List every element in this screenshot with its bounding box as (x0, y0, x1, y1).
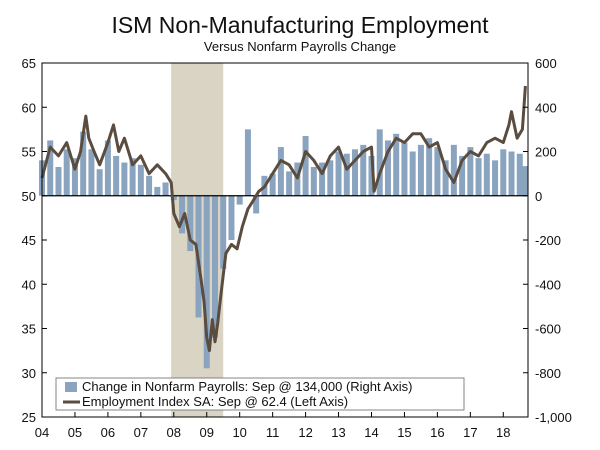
payrolls-bar-7 (96, 169, 103, 196)
payrolls-bar-56 (500, 149, 507, 196)
x-tick-label-2: 06 (101, 425, 115, 440)
payrolls-bar-41 (376, 129, 383, 196)
x-tick-label-6: 10 (232, 425, 246, 440)
payrolls-bar-4 (71, 158, 78, 196)
payrolls-bar-54 (483, 153, 490, 196)
payrolls-bar-52 (467, 147, 474, 196)
payrolls-bar-49 (442, 160, 449, 196)
payrolls-bar-21 (211, 195, 218, 338)
payrolls-bar-46 (417, 144, 424, 196)
right-tick-label-4: -200 (535, 233, 561, 248)
payrolls-bar-38 (352, 149, 359, 196)
payrolls-bar-20 (203, 195, 210, 369)
x-tick-label-7: 11 (266, 425, 280, 440)
payrolls-bar-55 (492, 160, 499, 196)
payrolls-bar-18 (187, 195, 194, 252)
x-tick-label-4: 08 (167, 425, 181, 440)
right-tick-label-3: -400 (535, 277, 561, 292)
payrolls-bar-42 (384, 140, 391, 196)
x-tick-label-9: 13 (331, 425, 345, 440)
x-tick-label-8: 12 (298, 425, 312, 440)
x-tick-label-5: 09 (200, 425, 214, 440)
left-tick-label-4: 45 (22, 233, 36, 248)
payrolls-bar-2 (55, 166, 62, 196)
payrolls-bar-53 (475, 158, 482, 196)
x-tick-label-0: 04 (35, 425, 49, 440)
payrolls-bar-9 (113, 155, 120, 196)
payrolls-bar-48 (434, 147, 441, 196)
payrolls-bar-57 (508, 151, 515, 196)
payrolls-bar-15 (162, 182, 169, 196)
payrolls-bar-43 (393, 133, 400, 196)
payrolls-bar-6 (88, 149, 95, 196)
x-tick-label-10: 14 (364, 425, 378, 440)
legend-bar-swatch (65, 382, 77, 392)
chart-title: ISM Non-Manufacturing Employment (111, 12, 489, 38)
left-tick-label-3: 40 (22, 277, 36, 292)
right-tick-label-5: 0 (535, 189, 542, 204)
payrolls-bar-25 (244, 129, 251, 196)
left-tick-label-2: 35 (22, 322, 36, 337)
payrolls-bar-24 (236, 195, 243, 205)
left-tick-label-5: 50 (22, 189, 36, 204)
employment-index-line (40, 85, 527, 353)
payrolls-bar-1 (47, 140, 54, 196)
payrolls-bar-8 (104, 140, 111, 196)
payrolls-bar-45 (409, 151, 416, 196)
legend-box (55, 377, 465, 411)
right-tick-label-0: -1,000 (535, 410, 572, 425)
payrolls-bar-33 (310, 166, 317, 196)
x-tick-label-11: 15 (397, 425, 411, 440)
left-tick-label-0: 25 (22, 410, 36, 425)
payrolls-bar-37 (343, 153, 350, 196)
payrolls-bar-30 (286, 171, 293, 196)
legend-label-payrolls: Change in Nonfarm Payrolls: Sep @ 134,00… (82, 379, 412, 394)
payrolls-bar-14 (154, 186, 161, 196)
payrolls-bar-40 (368, 155, 375, 196)
left-tick-label-8: 65 (22, 56, 36, 71)
payrolls-bar-17 (179, 195, 186, 234)
legend-label-employment: Employment Index SA: Sep @ 62.4 (Left Ax… (82, 394, 348, 409)
x-tick-label-13: 17 (463, 425, 477, 440)
right-tick-label-8: 600 (535, 56, 557, 71)
payrolls-bar-44 (401, 142, 408, 196)
left-tick-label-6: 55 (22, 145, 36, 160)
left-tick-label-1: 30 (22, 366, 36, 381)
x-tick-label-1: 05 (68, 425, 82, 440)
payrolls-bar-35 (327, 160, 334, 196)
payrolls-bar-39 (360, 144, 367, 196)
payrolls-bar-59 (522, 166, 529, 196)
x-tick-label-12: 16 (430, 425, 444, 440)
payrolls-bar-32 (302, 136, 309, 196)
payrolls-bar-22 (220, 195, 227, 269)
payrolls-bar-11 (129, 158, 136, 196)
payrolls-bar-34 (319, 162, 326, 196)
payrolls-bar-12 (137, 164, 144, 196)
payrolls-bar-26 (253, 195, 260, 214)
payrolls-bar-36 (335, 151, 342, 196)
payrolls-bar-3 (63, 149, 70, 196)
payrolls-bar-51 (459, 155, 466, 196)
legend: Change in Nonfarm Payrolls: Sep @ 134,00… (55, 377, 465, 411)
payrolls-bar-13 (146, 175, 153, 196)
payrolls-bar-5 (80, 131, 87, 196)
x-tick-label-3: 07 (134, 425, 148, 440)
right-tick-label-6: 200 (535, 145, 557, 160)
payrolls-bar-29 (277, 147, 284, 196)
payrolls-bar-23 (228, 195, 235, 240)
payrolls-bar-47 (426, 138, 433, 196)
right-tick-label-1: -800 (535, 366, 561, 381)
x-tick-label-14: 18 (496, 425, 510, 440)
payrolls-bar-58 (516, 153, 523, 196)
payrolls-bar-10 (121, 162, 128, 196)
payrolls-bar-50 (450, 144, 457, 196)
right-tick-label-2: -600 (535, 322, 561, 337)
chart-subtitle: Versus Nonfarm Payrolls Change (204, 39, 396, 54)
right-tick-label-7: 400 (535, 100, 557, 115)
plot-area (42, 63, 528, 417)
left-tick-label-7: 60 (22, 100, 36, 115)
payrolls-bar-28 (269, 173, 276, 196)
